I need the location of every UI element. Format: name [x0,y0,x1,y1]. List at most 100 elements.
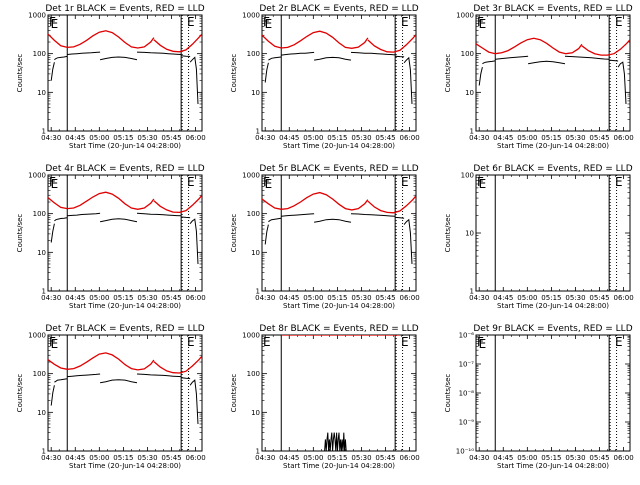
y-tick-label: 100 [247,370,260,378]
marker-label: E [51,17,59,31]
y-tick-label: 100 [33,370,46,378]
red-lld-line [153,194,202,214]
x-tick-label: 05:45 [589,134,609,142]
x-tick-label: 05:45 [589,454,609,462]
marker-label: E [265,177,273,191]
red-lld-line [367,195,416,214]
y-tick-label: 100 [461,50,474,58]
x-tick-label: 05:15 [327,294,347,302]
x-tick-label: 05:30 [351,454,371,462]
black-events-line [324,432,347,451]
plot-frame [261,14,417,132]
red-lld-line [48,352,155,371]
plot-panel-2: Det 2r BLACK = Events, RED = LLD 1 10 100 10… [230,4,420,150]
black-events-line [189,379,199,425]
y-tick-label: 1 [42,128,46,136]
black-events-line [617,61,627,105]
plot-frame [47,174,203,292]
y-axis-label: Counts/sec [16,374,24,413]
x-tick-label: 05:00 [89,454,109,462]
y-tick-label: 10⁻⁷ [459,361,475,369]
y-axis-label: Counts/sec [444,54,452,93]
y-axis-label: Counts/sec [444,214,452,253]
x-tick-label: 04:30 [255,294,275,302]
x-tick-label: 05:30 [137,134,157,142]
black-events-line [136,51,182,55]
black-events-line [50,62,55,81]
x-tick-label: 05:45 [161,454,181,462]
y-tick-label: 10 [465,89,474,97]
x-tick-label: 06:00 [613,454,633,462]
x-tick-label: 04:30 [469,454,489,462]
black-events-line [268,217,282,223]
x-tick-label: 05:45 [375,134,395,142]
x-tick-label: 05:45 [589,294,609,302]
black-events-line [67,373,101,378]
black-events-line [314,56,352,61]
x-tick-label: 04:30 [41,134,61,142]
x-tick-label: 05:30 [137,454,157,462]
x-tick-label: 05:15 [541,454,561,462]
x-tick-label: 04:30 [255,454,275,462]
black-events-line [54,217,68,222]
y-tick-label: 10 [465,230,474,238]
plot-panel-6: Det 6r BLACK = Events, RED = LLD 1 10 100 04… [444,164,634,310]
x-tick-label: 05:00 [517,134,537,142]
marker-label: E [615,15,623,29]
red-lld-line [476,37,583,55]
black-events-line [495,55,529,60]
x-axis-label: Start Time (20-Jun-14 04:28:00) [283,302,395,310]
black-events-line [314,218,352,223]
black-events-line [189,56,199,105]
x-tick-label: 05:15 [113,454,133,462]
x-tick-label: 05:45 [161,134,181,142]
x-tick-label: 05:15 [541,134,561,142]
black-events-line [50,385,55,406]
marker-label: F [477,15,484,29]
black-events-line [67,51,101,55]
x-tick-label: 06:00 [399,454,419,462]
marker-label: E [263,335,271,349]
black-events-line [100,379,138,384]
x-tick-label: 04:30 [255,134,275,142]
plot-panel-9: Det 9r BLACK = Events, RED = LLD 10⁻¹⁰ 10⁻… [444,324,634,470]
y-tick-label: 1000 [28,12,46,20]
y-axis-label: Counts/sec [444,374,452,413]
x-tick-label: 05:00 [89,134,109,142]
y-tick-label: 1000 [242,332,260,340]
black-events-line [281,213,315,217]
marker-label: F [477,175,484,189]
plot-title: Det 4r BLACK = Events, RED = LLD [45,164,204,174]
marker-label: E [51,337,59,351]
y-tick-label: 1 [470,288,474,296]
black-events-line [528,60,566,65]
black-events-line [350,213,396,217]
black-events-line [54,55,68,61]
y-axis-label: Counts/sec [230,54,238,93]
x-tick-label: 04:30 [41,454,61,462]
marker-label: E [615,335,623,349]
x-tick-label: 04:30 [41,294,61,302]
x-tick-label: 05:15 [327,134,347,142]
y-tick-label: 1 [256,448,260,456]
black-events-line [564,55,610,60]
marker-label: E [479,337,487,351]
plot-title: Det 2r BLACK = Events, RED = LLD [259,4,418,14]
plot-frame [475,174,631,292]
black-events-line [136,212,182,217]
plot-panel-3: Det 3r BLACK = Events, RED = LLD 1 10 100 10… [444,4,634,150]
black-events-line [478,66,483,86]
x-tick-label: 04:45 [493,134,513,142]
y-tick-label: 1000 [456,12,474,20]
x-tick-label: 04:45 [279,134,299,142]
marker-label: E [615,175,623,189]
y-tick-label: 10⁻⁸ [459,390,475,398]
plot-panel-5: Det 5r BLACK = Events, RED = LLD 1 10 100 10… [230,164,420,310]
x-tick-label: 04:45 [65,134,85,142]
marker-label: E [187,175,195,189]
y-tick-label: 10⁻¹⁰ [456,448,474,456]
plot-frame [475,14,631,132]
marker-label: E [401,175,409,189]
marker-label: F [263,15,270,29]
y-tick-label: 1 [470,128,474,136]
